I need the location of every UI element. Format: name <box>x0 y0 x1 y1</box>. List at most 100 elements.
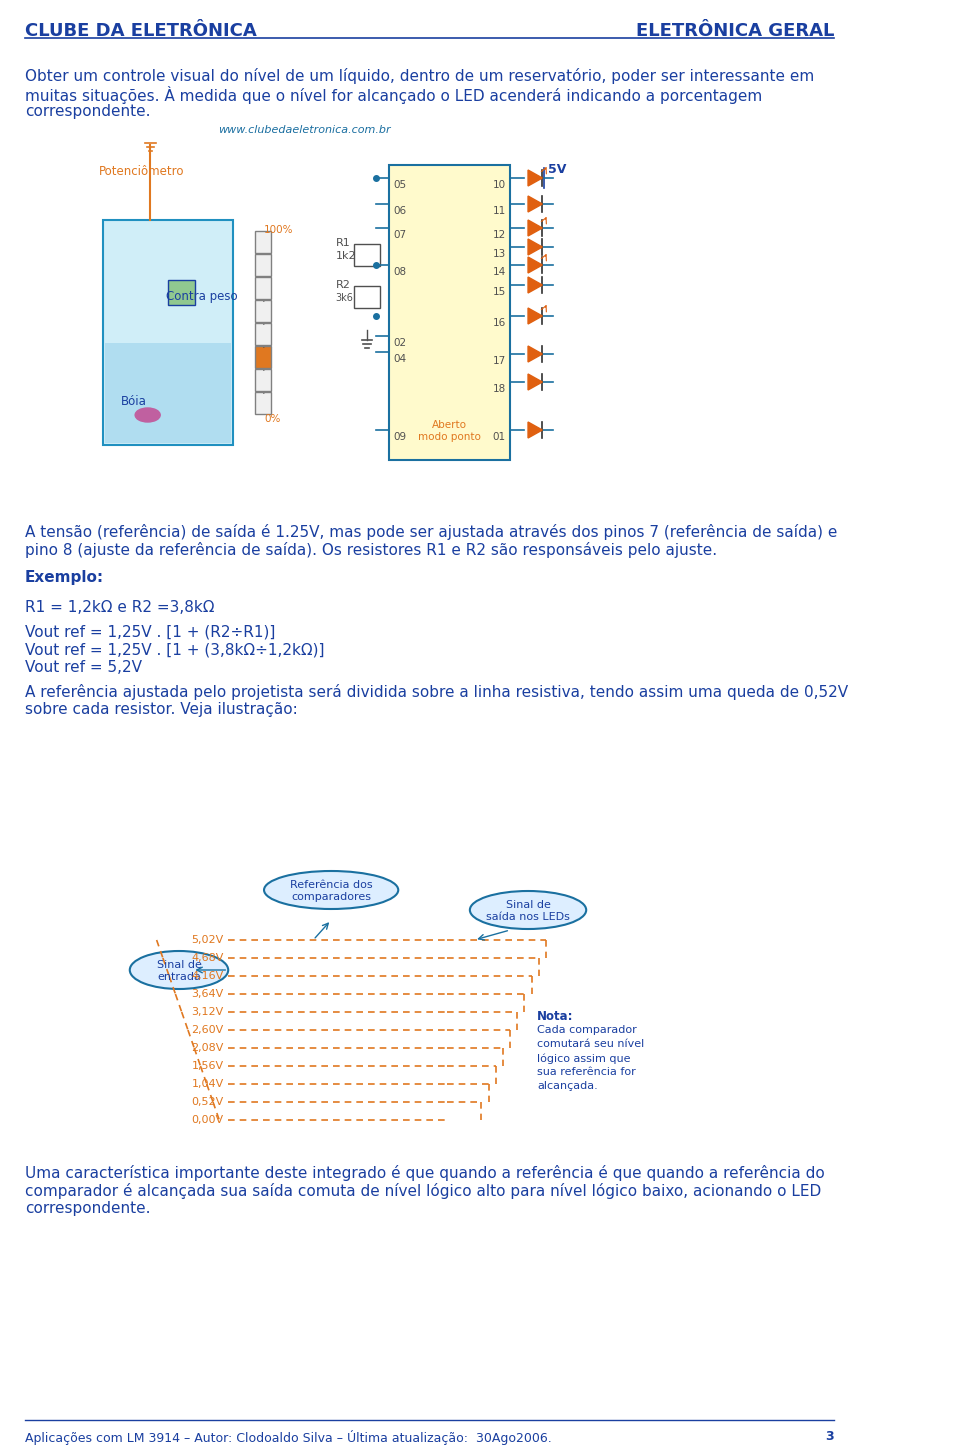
Ellipse shape <box>130 950 228 990</box>
Polygon shape <box>528 170 542 186</box>
Text: Potenciômetro: Potenciômetro <box>99 165 184 178</box>
Bar <box>255 369 271 390</box>
Bar <box>168 280 195 305</box>
Text: 05: 05 <box>394 180 407 190</box>
Text: 5V: 5V <box>548 163 566 176</box>
Text: 4,68V: 4,68V <box>191 953 224 963</box>
Text: Vout ref = 5,2V: Vout ref = 5,2V <box>25 660 142 675</box>
Text: 11: 11 <box>492 206 506 216</box>
Text: 16: 16 <box>492 318 506 328</box>
Text: 1k2: 1k2 <box>336 251 356 261</box>
Polygon shape <box>528 257 542 273</box>
Text: A tensão (referência) de saída é 1.25V, mas pode ser ajustada através dos pinos : A tensão (referência) de saída é 1.25V, … <box>25 524 837 540</box>
Text: sua referência for: sua referência for <box>537 1066 636 1077</box>
Text: 13: 13 <box>492 250 506 258</box>
Text: comparador é alcançada sua saída comuta de nível lógico alto para nível lógico b: comparador é alcançada sua saída comuta … <box>25 1183 822 1199</box>
Text: muitas situações. À medida que o nível for alcançado o LED acenderá indicando a : muitas situações. À medida que o nível f… <box>25 86 762 104</box>
Text: Cada comparador: Cada comparador <box>537 1024 636 1035</box>
Text: 17: 17 <box>492 355 506 366</box>
Text: R2: R2 <box>336 280 350 290</box>
Text: 02: 02 <box>394 338 407 348</box>
Text: correspondente.: correspondente. <box>25 104 151 119</box>
Text: 10: 10 <box>492 180 506 190</box>
Bar <box>103 221 232 445</box>
Polygon shape <box>528 221 542 237</box>
Bar <box>255 324 271 345</box>
Bar <box>255 231 271 252</box>
Bar <box>255 300 271 322</box>
Bar <box>390 165 510 460</box>
Text: 5,02V: 5,02V <box>191 934 224 945</box>
Polygon shape <box>528 239 542 255</box>
Text: R1: R1 <box>336 238 350 248</box>
Bar <box>105 342 231 443</box>
Text: 1,56V: 1,56V <box>192 1061 224 1071</box>
Text: 07: 07 <box>394 231 407 239</box>
Text: CLUBE DA ELETRÔNICA: CLUBE DA ELETRÔNICA <box>25 22 257 41</box>
Text: sobre cada resistor. Veja ilustração:: sobre cada resistor. Veja ilustração: <box>25 702 298 717</box>
Text: Exemplo:: Exemplo: <box>25 570 105 585</box>
Text: .: . <box>261 316 265 326</box>
Text: Bóia: Bóia <box>121 395 147 408</box>
Text: modo ponto: modo ponto <box>419 432 481 443</box>
Text: .: . <box>261 340 265 350</box>
Text: saída nos LEDs: saída nos LEDs <box>486 913 570 921</box>
Text: 18: 18 <box>492 385 506 395</box>
Text: 3,64V: 3,64V <box>191 990 224 998</box>
Polygon shape <box>528 374 542 390</box>
Text: .: . <box>261 386 265 396</box>
Text: pino 8 (ajuste da referência de saída). Os resistores R1 e R2 são responsáveis p: pino 8 (ajuste da referência de saída). … <box>25 543 717 559</box>
Text: Aplicações com LM 3914 – Autor: Clodoaldo Silva – Última atualização:  30Ago2006: Aplicações com LM 3914 – Autor: Clodoald… <box>25 1431 552 1445</box>
Text: 15: 15 <box>492 287 506 297</box>
Bar <box>255 345 271 369</box>
Text: 2,60V: 2,60V <box>191 1024 224 1035</box>
Text: 08: 08 <box>394 267 407 277</box>
Text: 14: 14 <box>492 267 506 277</box>
Polygon shape <box>528 422 542 438</box>
Text: 4,16V: 4,16V <box>191 971 224 981</box>
Polygon shape <box>528 308 542 324</box>
Text: 3: 3 <box>826 1431 834 1442</box>
Ellipse shape <box>469 891 587 929</box>
Text: entrada: entrada <box>157 972 201 982</box>
Text: R1 = 1,2kΩ e R2 =3,8kΩ: R1 = 1,2kΩ e R2 =3,8kΩ <box>25 601 214 615</box>
Text: 01: 01 <box>492 432 506 443</box>
Text: Contra peso: Contra peso <box>165 290 237 303</box>
Text: 0,00V: 0,00V <box>192 1114 224 1125</box>
Text: .: . <box>261 295 265 305</box>
Ellipse shape <box>264 871 398 908</box>
Bar <box>353 244 380 266</box>
Text: Vout ref = 1,25V . [1 + (3,8kΩ÷1,2kΩ)]: Vout ref = 1,25V . [1 + (3,8kΩ÷1,2kΩ)] <box>25 641 324 657</box>
Text: 3k6: 3k6 <box>336 293 353 303</box>
Text: .: . <box>261 363 265 373</box>
Ellipse shape <box>135 408 160 422</box>
Bar <box>255 254 271 276</box>
Text: Obter um controle visual do nível de um líquido, dentro de um reservatório, pode: Obter um controle visual do nível de um … <box>25 68 814 84</box>
Text: comparadores: comparadores <box>291 892 372 903</box>
Text: 12: 12 <box>492 231 506 239</box>
Polygon shape <box>528 345 542 361</box>
Text: Vout ref = 1,25V . [1 + (R2÷R1)]: Vout ref = 1,25V . [1 + (R2÷R1)] <box>25 624 276 638</box>
Text: Aberto: Aberto <box>432 419 468 429</box>
Text: correspondente.: correspondente. <box>25 1201 151 1216</box>
Bar <box>353 286 380 308</box>
Text: 0,52V: 0,52V <box>191 1097 224 1107</box>
Text: Referência dos: Referência dos <box>290 879 372 889</box>
Text: Uma característica importante deste integrado é que quando a referência é que qu: Uma característica importante deste inte… <box>25 1165 825 1181</box>
Text: 09: 09 <box>394 432 407 443</box>
Bar <box>255 392 271 414</box>
Text: Sinal de: Sinal de <box>156 961 202 971</box>
Text: 06: 06 <box>394 206 407 216</box>
Text: www.clubedaeletronica.com.br: www.clubedaeletronica.com.br <box>218 125 391 135</box>
Text: 0%: 0% <box>264 414 280 424</box>
Text: 2,08V: 2,08V <box>191 1043 224 1053</box>
Polygon shape <box>528 196 542 212</box>
Text: ELETRÔNICA GERAL: ELETRÔNICA GERAL <box>636 22 834 41</box>
Text: A referência ajustada pelo projetista será dividida sobre a linha resistiva, ten: A referência ajustada pelo projetista se… <box>25 683 849 699</box>
Text: comutará seu nível: comutará seu nível <box>537 1039 644 1049</box>
Text: alcançada.: alcançada. <box>537 1081 598 1091</box>
Bar <box>255 277 271 299</box>
Text: Nota:: Nota: <box>537 1010 573 1023</box>
Text: lógico assim que: lógico assim que <box>537 1053 631 1064</box>
Text: 100%: 100% <box>264 225 294 235</box>
